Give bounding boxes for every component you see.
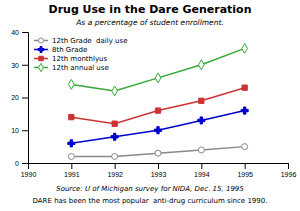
legend-label: 8th Grade — [52, 46, 87, 54]
legend: 12th Grade daily use8th Grade12th monthl… — [34, 37, 128, 72]
legend-symbol — [38, 47, 44, 53]
point — [68, 153, 74, 159]
legend-symbol — [39, 56, 43, 60]
legend-item: 8th Grade — [34, 46, 87, 54]
annotation: DARE has been the most popular anti-drug… — [33, 197, 268, 205]
y-tick-label: 0 — [15, 160, 19, 167]
point — [155, 108, 160, 113]
x-tick-mark — [71, 163, 72, 169]
x-tick-mark — [115, 163, 116, 169]
y-axis-line — [22, 33, 29, 164]
line — [71, 88, 244, 124]
x-tick: 1991 — [64, 163, 80, 178]
x-tick: 1996 — [281, 163, 297, 178]
y-tick-mark — [22, 65, 28, 66]
point — [242, 85, 247, 90]
x-tick-label: 1996 — [281, 171, 297, 178]
point — [241, 107, 248, 114]
y-tick: 10 — [11, 127, 28, 134]
x-axis-line — [29, 164, 289, 170]
x-tick-label: 1993 — [151, 171, 167, 178]
point — [199, 98, 204, 103]
chart: Drug Use in the Dare Generation As a perc… — [0, 0, 300, 211]
series — [68, 107, 248, 147]
x-tick: 1995 — [237, 163, 253, 178]
point — [68, 79, 74, 89]
series — [69, 85, 248, 126]
point — [68, 140, 75, 147]
x-tick: 1990 — [21, 163, 37, 178]
legend-symbol — [39, 63, 44, 71]
subtitle: As a percentage of student enrollment. — [75, 18, 224, 27]
x-axis: 1990 1991 1992 1993 1994 1995 1996 — [21, 163, 297, 178]
point — [155, 73, 161, 83]
point — [112, 86, 118, 96]
legend-label: 12th annual use — [52, 64, 109, 72]
line — [71, 147, 244, 157]
y-tick-label: 40 — [11, 29, 19, 36]
point — [112, 153, 118, 159]
x-tick-mark — [201, 163, 202, 169]
y-tick: 40 — [11, 29, 28, 36]
y-tick: 0 — [15, 160, 28, 167]
legend-label: 12th Grade daily use — [52, 37, 128, 45]
legend-symbol — [38, 38, 43, 43]
legend-item: 12th Grade daily use — [34, 37, 128, 45]
point — [112, 121, 117, 126]
x-tick-label: 1995 — [237, 171, 253, 178]
x-tick-mark — [245, 163, 246, 169]
x-tick: 1994 — [194, 163, 210, 178]
point — [155, 150, 161, 156]
x-tick: 1993 — [151, 163, 167, 178]
annotation: Source: U of Michigan survey for NIDA, D… — [56, 185, 244, 193]
legend-item: 12th annual use — [34, 63, 109, 72]
x-tick-label: 1991 — [64, 171, 80, 178]
legend-label: 12th monthlyus — [52, 55, 108, 63]
point — [198, 117, 205, 124]
point — [242, 144, 248, 150]
series — [68, 144, 247, 160]
point — [198, 147, 204, 153]
point — [154, 127, 161, 134]
legend-item: 12th monthlyus — [34, 55, 108, 63]
x-tick-mark — [158, 163, 159, 169]
title: Drug Use in the Dare Generation — [49, 3, 252, 16]
x-tick-label: 1992 — [107, 171, 123, 178]
x-tick-label: 1994 — [194, 171, 210, 178]
y-axis: 0 10 20 30 40 — [11, 29, 28, 167]
x-tick-label: 1990 — [21, 171, 37, 178]
point — [111, 133, 118, 140]
y-tick-label: 20 — [11, 94, 19, 101]
y-tick-mark — [22, 163, 28, 164]
y-tick-mark — [22, 32, 28, 33]
point — [242, 43, 248, 53]
y-tick-label: 30 — [11, 61, 19, 68]
y-tick-label: 10 — [11, 127, 19, 134]
point — [69, 115, 74, 120]
y-tick-mark — [22, 98, 28, 99]
point — [198, 60, 204, 70]
x-tick-mark — [288, 163, 289, 169]
x-tick: 1992 — [107, 163, 123, 178]
line — [71, 111, 244, 144]
y-tick: 30 — [11, 61, 28, 68]
y-tick-mark — [22, 130, 28, 131]
y-tick: 20 — [11, 94, 28, 101]
